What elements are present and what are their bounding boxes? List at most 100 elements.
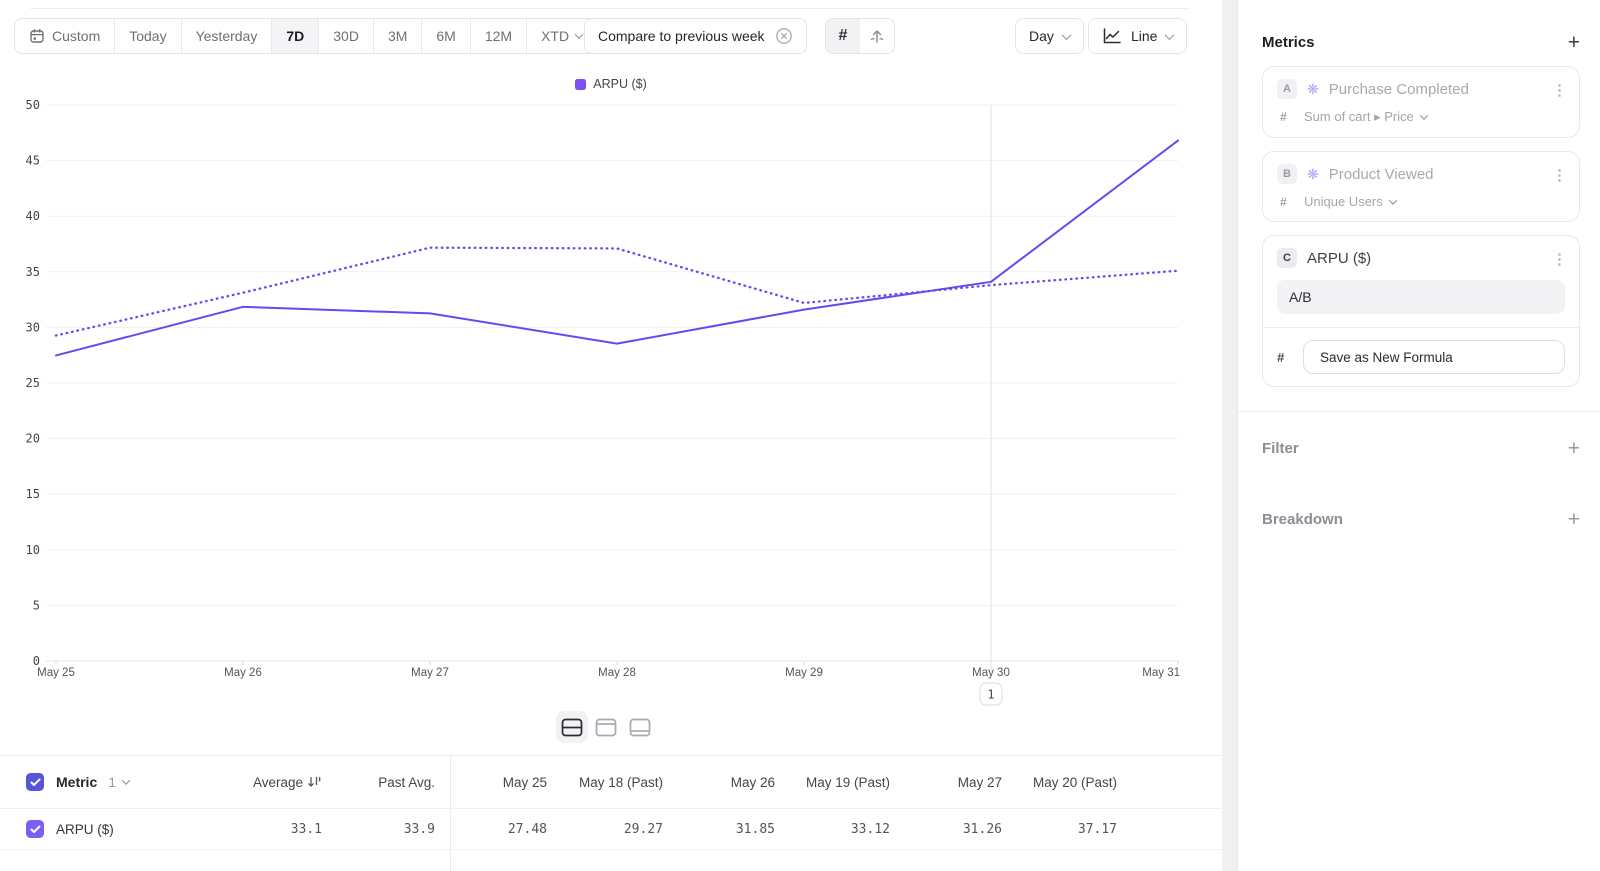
line-chart-icon bbox=[1103, 28, 1121, 44]
svg-text:35: 35 bbox=[26, 265, 40, 279]
column-header-may-19-past-[interactable]: May 19 (Past) bbox=[805, 774, 890, 790]
date-range-group: Custom Today Yesterday 7D 30D 3M 6M 12M XTD bbox=[14, 18, 598, 54]
row-checkbox[interactable] bbox=[26, 820, 44, 838]
svg-text:May 27: May 27 bbox=[411, 667, 449, 679]
chart-toolbar: Custom Today Yesterday 7D 30D 3M 6M 12M XTD Comp… bbox=[0, 18, 1222, 54]
save-as-new-formula-button[interactable]: Save as New Formula bbox=[1303, 340, 1565, 374]
add-breakdown-button[interactable]: + bbox=[1567, 508, 1580, 531]
card-divider bbox=[1263, 327, 1579, 328]
metric-group-number: 1 bbox=[108, 774, 117, 790]
metric-menu-icon[interactable]: ⋮ bbox=[1552, 251, 1567, 268]
column-header-may-27[interactable]: May 27 bbox=[957, 774, 1002, 790]
measure-value: Sum of cart ▸ Price bbox=[1304, 109, 1414, 124]
annotation-badge[interactable] bbox=[979, 682, 1003, 706]
measure-dropdown[interactable]: Unique Users bbox=[1304, 194, 1398, 209]
measure-dropdown[interactable]: Sum of cart ▸ Price bbox=[1304, 109, 1429, 125]
granularity-value: Day bbox=[1029, 28, 1054, 44]
metric-title: ARPU ($) bbox=[1307, 249, 1372, 267]
add-filter-button[interactable]: + bbox=[1567, 437, 1580, 460]
legend-label: ARPU ($) bbox=[593, 77, 647, 91]
date-range-label: Today bbox=[129, 28, 167, 44]
layout-toggle-group bbox=[556, 711, 656, 743]
date-range-30d[interactable]: 30D bbox=[319, 19, 374, 53]
cell-value: 33.9 bbox=[403, 821, 435, 837]
compare-chip[interactable]: Compare to previous week bbox=[584, 18, 807, 54]
column-header-may-25[interactable]: May 25 bbox=[502, 774, 547, 790]
metric-title: Purchase Completed bbox=[1328, 80, 1469, 98]
annotations-toggle-button[interactable] bbox=[860, 19, 894, 53]
date-range-today[interactable]: Today bbox=[115, 19, 182, 53]
table-value-cell: 33.9 bbox=[322, 822, 435, 837]
layout-panel-bottom-icon[interactable] bbox=[624, 711, 656, 743]
table-header-cell: Past Avg. bbox=[322, 775, 435, 790]
date-range-6m[interactable]: 6M bbox=[422, 19, 471, 53]
table-value-cell: 37.17 bbox=[1002, 822, 1117, 837]
table-value-cell: 28.54 bbox=[1117, 822, 1222, 837]
formula-input[interactable]: A/B bbox=[1277, 280, 1565, 314]
table-header-cell: Average bbox=[190, 775, 322, 790]
table-value-cell: 31.26 bbox=[890, 822, 1002, 837]
select-all-checkbox[interactable] bbox=[26, 773, 44, 791]
column-header-past-avg-[interactable]: Past Avg. bbox=[378, 774, 435, 790]
table-header-cell: May 18 (Past) bbox=[547, 775, 663, 790]
svg-text:5: 5 bbox=[33, 598, 40, 612]
table-value-cell: 29.27 bbox=[547, 822, 663, 837]
table-header-cell: May 26 bbox=[663, 775, 775, 790]
date-range-3m[interactable]: 3M bbox=[374, 19, 423, 53]
date-range-label: 12M bbox=[484, 28, 513, 44]
chart-canvas[interactable]: 0 5 10 15 20 25 30 35 40 45 50 May 25 May 26 May 27 Ma… bbox=[0, 90, 1222, 722]
svg-text:May 30: May 30 bbox=[972, 667, 1010, 679]
date-range-xtd[interactable]: XTD bbox=[527, 19, 596, 53]
column-header-may-26[interactable]: May 26 bbox=[730, 774, 775, 790]
metric-title: Product Viewed bbox=[1328, 165, 1434, 183]
metric-menu-icon[interactable]: ⋮ bbox=[1552, 167, 1567, 184]
gridlines-toggle-button[interactable]: # bbox=[826, 19, 860, 53]
date-range-yesterday[interactable]: Yesterday bbox=[182, 19, 273, 53]
svg-text:10: 10 bbox=[26, 543, 40, 557]
calendar-icon bbox=[30, 29, 44, 43]
svg-text:20: 20 bbox=[26, 432, 40, 446]
metric-group-label: Metric bbox=[56, 774, 98, 790]
legend-swatch bbox=[575, 78, 587, 90]
chevron-down-icon bbox=[574, 30, 584, 39]
panel-top-border bbox=[30, 8, 1190, 9]
measure-hash-icon: # bbox=[1277, 349, 1285, 365]
chevron-down-icon bbox=[1061, 29, 1072, 40]
svg-text:45: 45 bbox=[26, 154, 40, 168]
cell-value: 31.85 bbox=[735, 821, 775, 837]
metric-card-a[interactable]: A ❋ Purchase Completed ⋮ # Sum of cart ▸… bbox=[1262, 66, 1580, 138]
column-header-average[interactable]: Average bbox=[253, 775, 322, 790]
measure-hash-icon: # bbox=[1280, 110, 1287, 124]
layout-panel-top-icon[interactable] bbox=[590, 711, 622, 743]
metric-badge-b: B bbox=[1277, 164, 1297, 184]
formula-value: A/B bbox=[1289, 289, 1312, 305]
metric-card-b[interactable]: B ❋ Product Viewed ⋮ # Unique Users bbox=[1262, 151, 1580, 222]
chart-panel: Custom Today Yesterday 7D 30D 3M 6M 12M XTD Comp… bbox=[0, 0, 1222, 871]
chart-type-dropdown[interactable]: Line bbox=[1088, 18, 1188, 54]
cell-value: 29.27 bbox=[623, 821, 663, 837]
filter-section-header: Filter + bbox=[1262, 438, 1580, 459]
metric-menu-icon[interactable]: ⋮ bbox=[1552, 82, 1567, 99]
remove-compare-icon[interactable] bbox=[775, 27, 793, 45]
granularity-dropdown[interactable]: Day bbox=[1015, 18, 1084, 54]
svg-text:May 29: May 29 bbox=[785, 667, 823, 679]
metric-card-c[interactable]: C ARPU ($) ⋮ A/B # Save as New Formula bbox=[1262, 235, 1580, 387]
table-value-cell: 31.85 bbox=[663, 822, 775, 837]
event-sparkle-icon: ❋ bbox=[1307, 81, 1319, 97]
metric-group-dropdown[interactable]: Metric 1 bbox=[56, 774, 131, 790]
table-header-cell: May 28 bbox=[1117, 775, 1222, 790]
column-header-may-18-past-[interactable]: May 18 (Past) bbox=[578, 774, 663, 790]
date-range-7d[interactable]: 7D bbox=[272, 19, 320, 53]
metrics-section-header: Metrics + bbox=[1262, 32, 1580, 53]
layout-split-horizontal-icon[interactable] bbox=[556, 711, 588, 743]
query-sidebar: Metrics + A ❋ Purchase Completed ⋮ # Sum… bbox=[1237, 0, 1600, 871]
date-range-12m[interactable]: 12M bbox=[471, 19, 528, 53]
add-metric-button[interactable]: + bbox=[1567, 31, 1580, 54]
legend-item-arpu[interactable]: ARPU ($) bbox=[575, 77, 647, 91]
chevron-down-icon bbox=[1165, 29, 1175, 40]
table-header-cell: May 20 (Past) bbox=[1002, 775, 1117, 790]
column-header-may-20-past-[interactable]: May 20 (Past) bbox=[1032, 774, 1117, 790]
date-range-label: 7D bbox=[286, 28, 305, 44]
date-range-custom[interactable]: Custom bbox=[15, 19, 116, 53]
filter-title: Filter bbox=[1262, 440, 1299, 457]
